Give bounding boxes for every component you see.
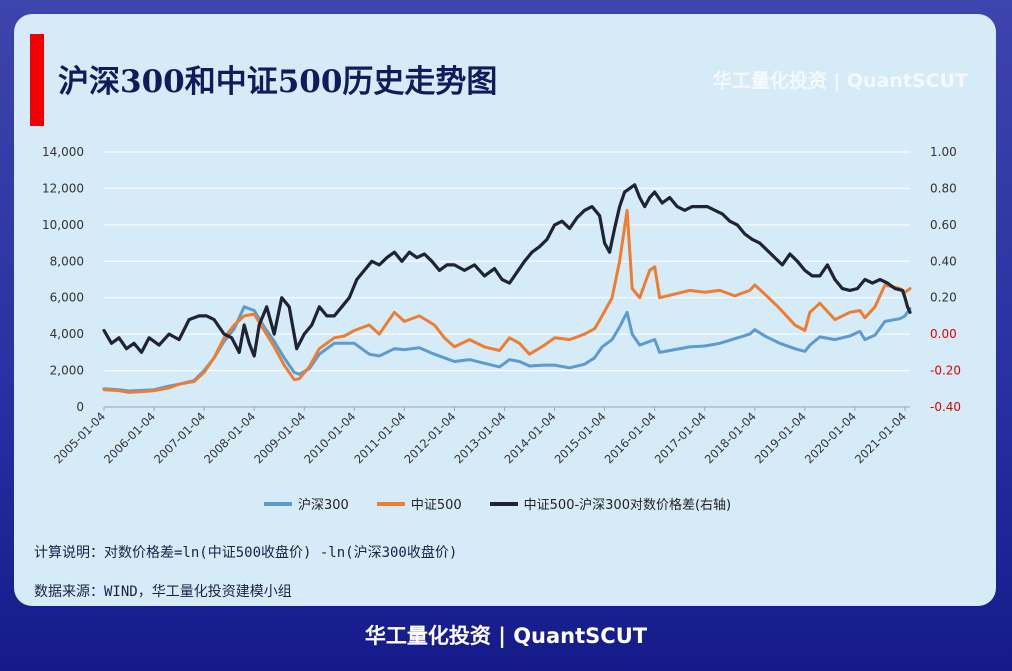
legend-label-zz500: 中证500: [410, 498, 462, 513]
y2-tick-label: -0.40: [930, 400, 961, 414]
brand-watermark: 华工量化投资 | QuantSCUT: [712, 70, 968, 92]
x-tick-label: 2019-01-04: [752, 409, 809, 466]
y-tick-label: 12,000: [42, 181, 84, 195]
legend-swatch-spread: [489, 501, 518, 506]
series-line-hs300: [102, 305, 912, 393]
grid-lines: [104, 151, 910, 408]
y-tick-label: 10,000: [42, 218, 84, 232]
x-tick-label: 2021-01-04: [852, 409, 909, 466]
x-tick-label: 2020-01-04: [802, 409, 859, 466]
formula-note: 计算说明：对数价格差=ln(中证500收盘价) -ln(沪深300收盘价): [34, 545, 458, 561]
legend: 沪深300 中证500 中证500-沪深300对数价格差(右轴): [264, 494, 731, 513]
series-lines: [102, 183, 912, 394]
x-tick-label: 2008-01-04: [201, 409, 258, 466]
x-axis: 2005-01-042006-01-042007-01-042008-01-04…: [51, 407, 909, 466]
y2-tick-label: 0.00: [930, 327, 957, 341]
title-accent-bar: [30, 34, 44, 126]
x-tick-label: 2011-01-04: [351, 409, 408, 466]
y-tick-label: 6,000: [50, 291, 84, 305]
x-tick-label: 2009-01-04: [251, 409, 308, 466]
legend-label-spread: 中证500-沪深300对数价格差(右轴): [523, 498, 732, 513]
y-tick-label: 8,000: [50, 254, 84, 268]
y-axis-left: 0 2,000 4,000 6,000 8,000 10,000 12,000 14,000: [42, 145, 84, 414]
y2-tick-label: -0.20: [930, 364, 961, 378]
y-tick-label: 2,000: [50, 364, 84, 378]
x-tick-label: 2015-01-04: [552, 409, 609, 466]
legend-item-zz500: 中证500: [376, 494, 462, 513]
footer-brand: 华工量化投资 | QuantSCUT: [364, 624, 648, 648]
legend-swatch-zz500: [376, 501, 405, 506]
y-tick-label: 4,000: [50, 327, 84, 341]
source-note: 数据来源：WIND，华工量化投资建模小组: [34, 584, 292, 600]
y2-tick-label: 0.60: [930, 218, 957, 232]
x-tick-label: 2014-01-04: [502, 409, 559, 466]
legend-item-spread: 中证500-沪深300对数价格差(右轴): [489, 494, 732, 513]
x-tick-label: 2012-01-04: [401, 409, 458, 466]
x-tick-label: 2010-01-04: [301, 409, 358, 466]
legend-label-hs300: 沪深300: [298, 498, 349, 513]
y2-tick-label: 0.80: [930, 181, 957, 195]
y-tick-label: 0: [76, 400, 84, 414]
page-title: 沪深300和中证500历史走势图: [58, 64, 498, 100]
legend-swatch-hs300: [264, 501, 292, 506]
chart-card: 沪深300和中证500历史走势图 华工量化投资 | QuantSCUT: [14, 14, 996, 606]
x-tick-label: 2018-01-04: [702, 409, 759, 466]
series-line-zz500: [102, 208, 912, 394]
x-tick-label: 2013-01-04: [451, 409, 508, 466]
y2-tick-label: 0.20: [930, 291, 957, 305]
legend-item-hs300: 沪深300: [264, 494, 349, 513]
x-tick-label: 2006-01-04: [101, 409, 158, 466]
y2-tick-label: 1.00: [930, 145, 957, 159]
x-tick-label: 2007-01-04: [151, 409, 208, 466]
x-tick-label: 2017-01-04: [652, 409, 709, 466]
x-tick-label: 2016-01-04: [602, 409, 659, 466]
y2-tick-label: 0.40: [930, 254, 957, 268]
y-axis-right: -0.40 -0.20 0.00 0.20 0.40 0.60 0.80 1.00: [930, 145, 961, 414]
y-tick-label: 14,000: [42, 145, 84, 159]
x-tick-label: 2005-01-04: [51, 409, 108, 466]
series-line-spread: [102, 183, 912, 358]
